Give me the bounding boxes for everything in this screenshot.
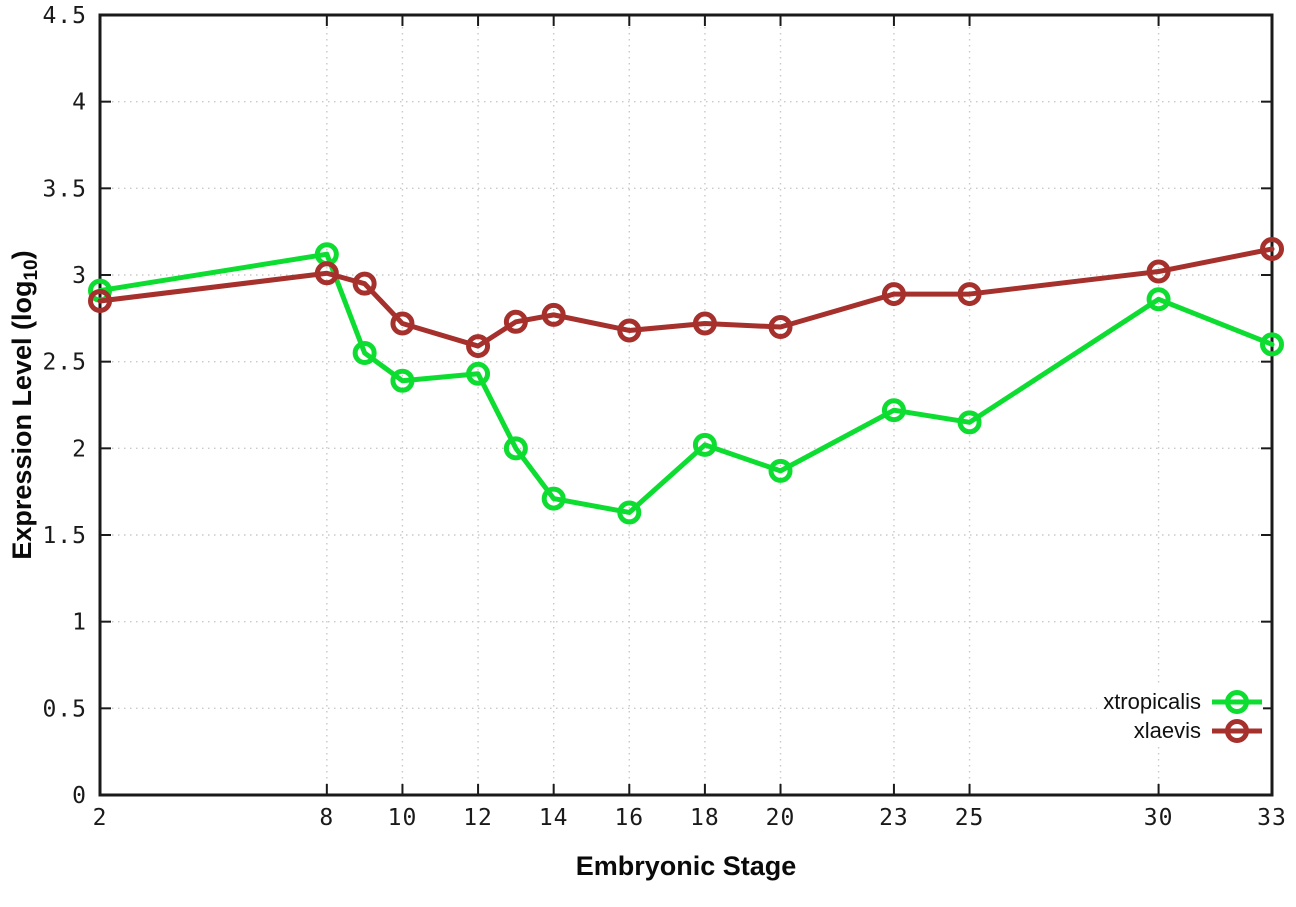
x-tick-label: 10 [388,805,418,831]
plot-border [98,13,1274,797]
data-point-xtropicalis-stage-16 [617,500,642,525]
data-point-xtropicalis-stage-13 [503,436,528,461]
x-tick-label: 14 [539,805,569,831]
legend: xtropicalis xlaevis [1097,687,1263,745]
x-tick-label: 18 [690,805,720,831]
x-tick-label: 25 [955,805,985,831]
data-point-xlaevis-stage-18 [692,311,717,336]
legend-item-xlaevis: xlaevis [1127,716,1263,745]
x-tick-label: 20 [766,805,796,831]
x-tick-label: 16 [614,805,644,831]
data-point-xlaevis-stage-8 [314,261,339,286]
data-point-xtropicalis-stage-23 [881,398,906,423]
y-axis-title-subscript: 10 [21,259,43,281]
legend-circle-icon [1225,689,1249,714]
data-point-xlaevis-stage-12 [466,334,491,359]
data-point-xlaevis-stage-9 [352,271,377,296]
y-tick-label: 1 [72,610,87,636]
x-tick-label: 2 [93,805,108,831]
y-tick-label: 2 [72,436,87,462]
y-tick-label: 0 [72,783,87,809]
data-point-xlaevis-stage-14 [541,302,566,327]
data-point-xlaevis-stage-33 [1260,237,1284,261]
legend-circle-icon [1225,718,1249,743]
data-point-xlaevis-stage-16 [617,318,642,343]
data-point-xtropicalis-stage-25 [957,410,982,435]
series-line-xtropicalis [97,251,1275,515]
data-point-xlaevis-stage-13 [503,309,528,334]
legend-item-xtropicalis: xtropicalis [1097,687,1263,716]
data-point-xlaevis-stage-23 [881,282,906,307]
legend-marker-xtropicalis [1212,689,1262,714]
data-point-xlaevis-stage-30 [1146,259,1171,284]
x-tick-label: 23 [879,805,909,831]
data-point-xtropicalis-stage-12 [466,361,491,386]
data-point-xlaevis-stage-2 [88,289,112,313]
data-point-xtropicalis-stage-30 [1146,287,1171,312]
data-point-xtropicalis-stage-20 [768,458,793,483]
legend-label-xtropicalis: xtropicalis [1103,688,1201,714]
y-axis-title-text: Expression Level (log [6,280,37,560]
y-axis-title-suffix: ) [6,250,37,260]
y-tick-label: 4.5 [42,3,87,29]
x-tick-label: 12 [463,805,493,831]
y-tick-label: 3 [72,263,87,289]
y-axis-title: Expression Level (log10) [7,250,43,559]
x-tick-label: 30 [1144,805,1174,831]
x-axis-title: Embryonic Stage [575,851,797,881]
data-point-xtropicalis-stage-18 [692,432,717,457]
legend-marker-xlaevis [1212,718,1262,743]
y-tick-label: 1.5 [42,523,87,549]
data-point-xtropicalis-stage-14 [541,486,566,511]
x-tick-label: 33 [1257,805,1287,831]
x-tick-label: 8 [319,805,334,831]
data-point-xlaevis-stage-25 [957,282,982,307]
data-point-xtropicalis-stage-10 [390,368,415,393]
data-point-xlaevis-stage-10 [390,311,415,336]
data-point-xtropicalis-stage-33 [1260,332,1284,357]
legend-label-xlaevis: xlaevis [1133,717,1201,743]
y-tick-label: 4 [72,90,87,116]
y-tick-label: 2.5 [42,350,87,376]
y-tick-label: 3.5 [42,176,87,202]
data-point-xtropicalis-stage-9 [352,341,377,365]
data-point-xlaevis-stage-20 [768,315,793,339]
y-tick-label: 0.5 [42,696,87,722]
